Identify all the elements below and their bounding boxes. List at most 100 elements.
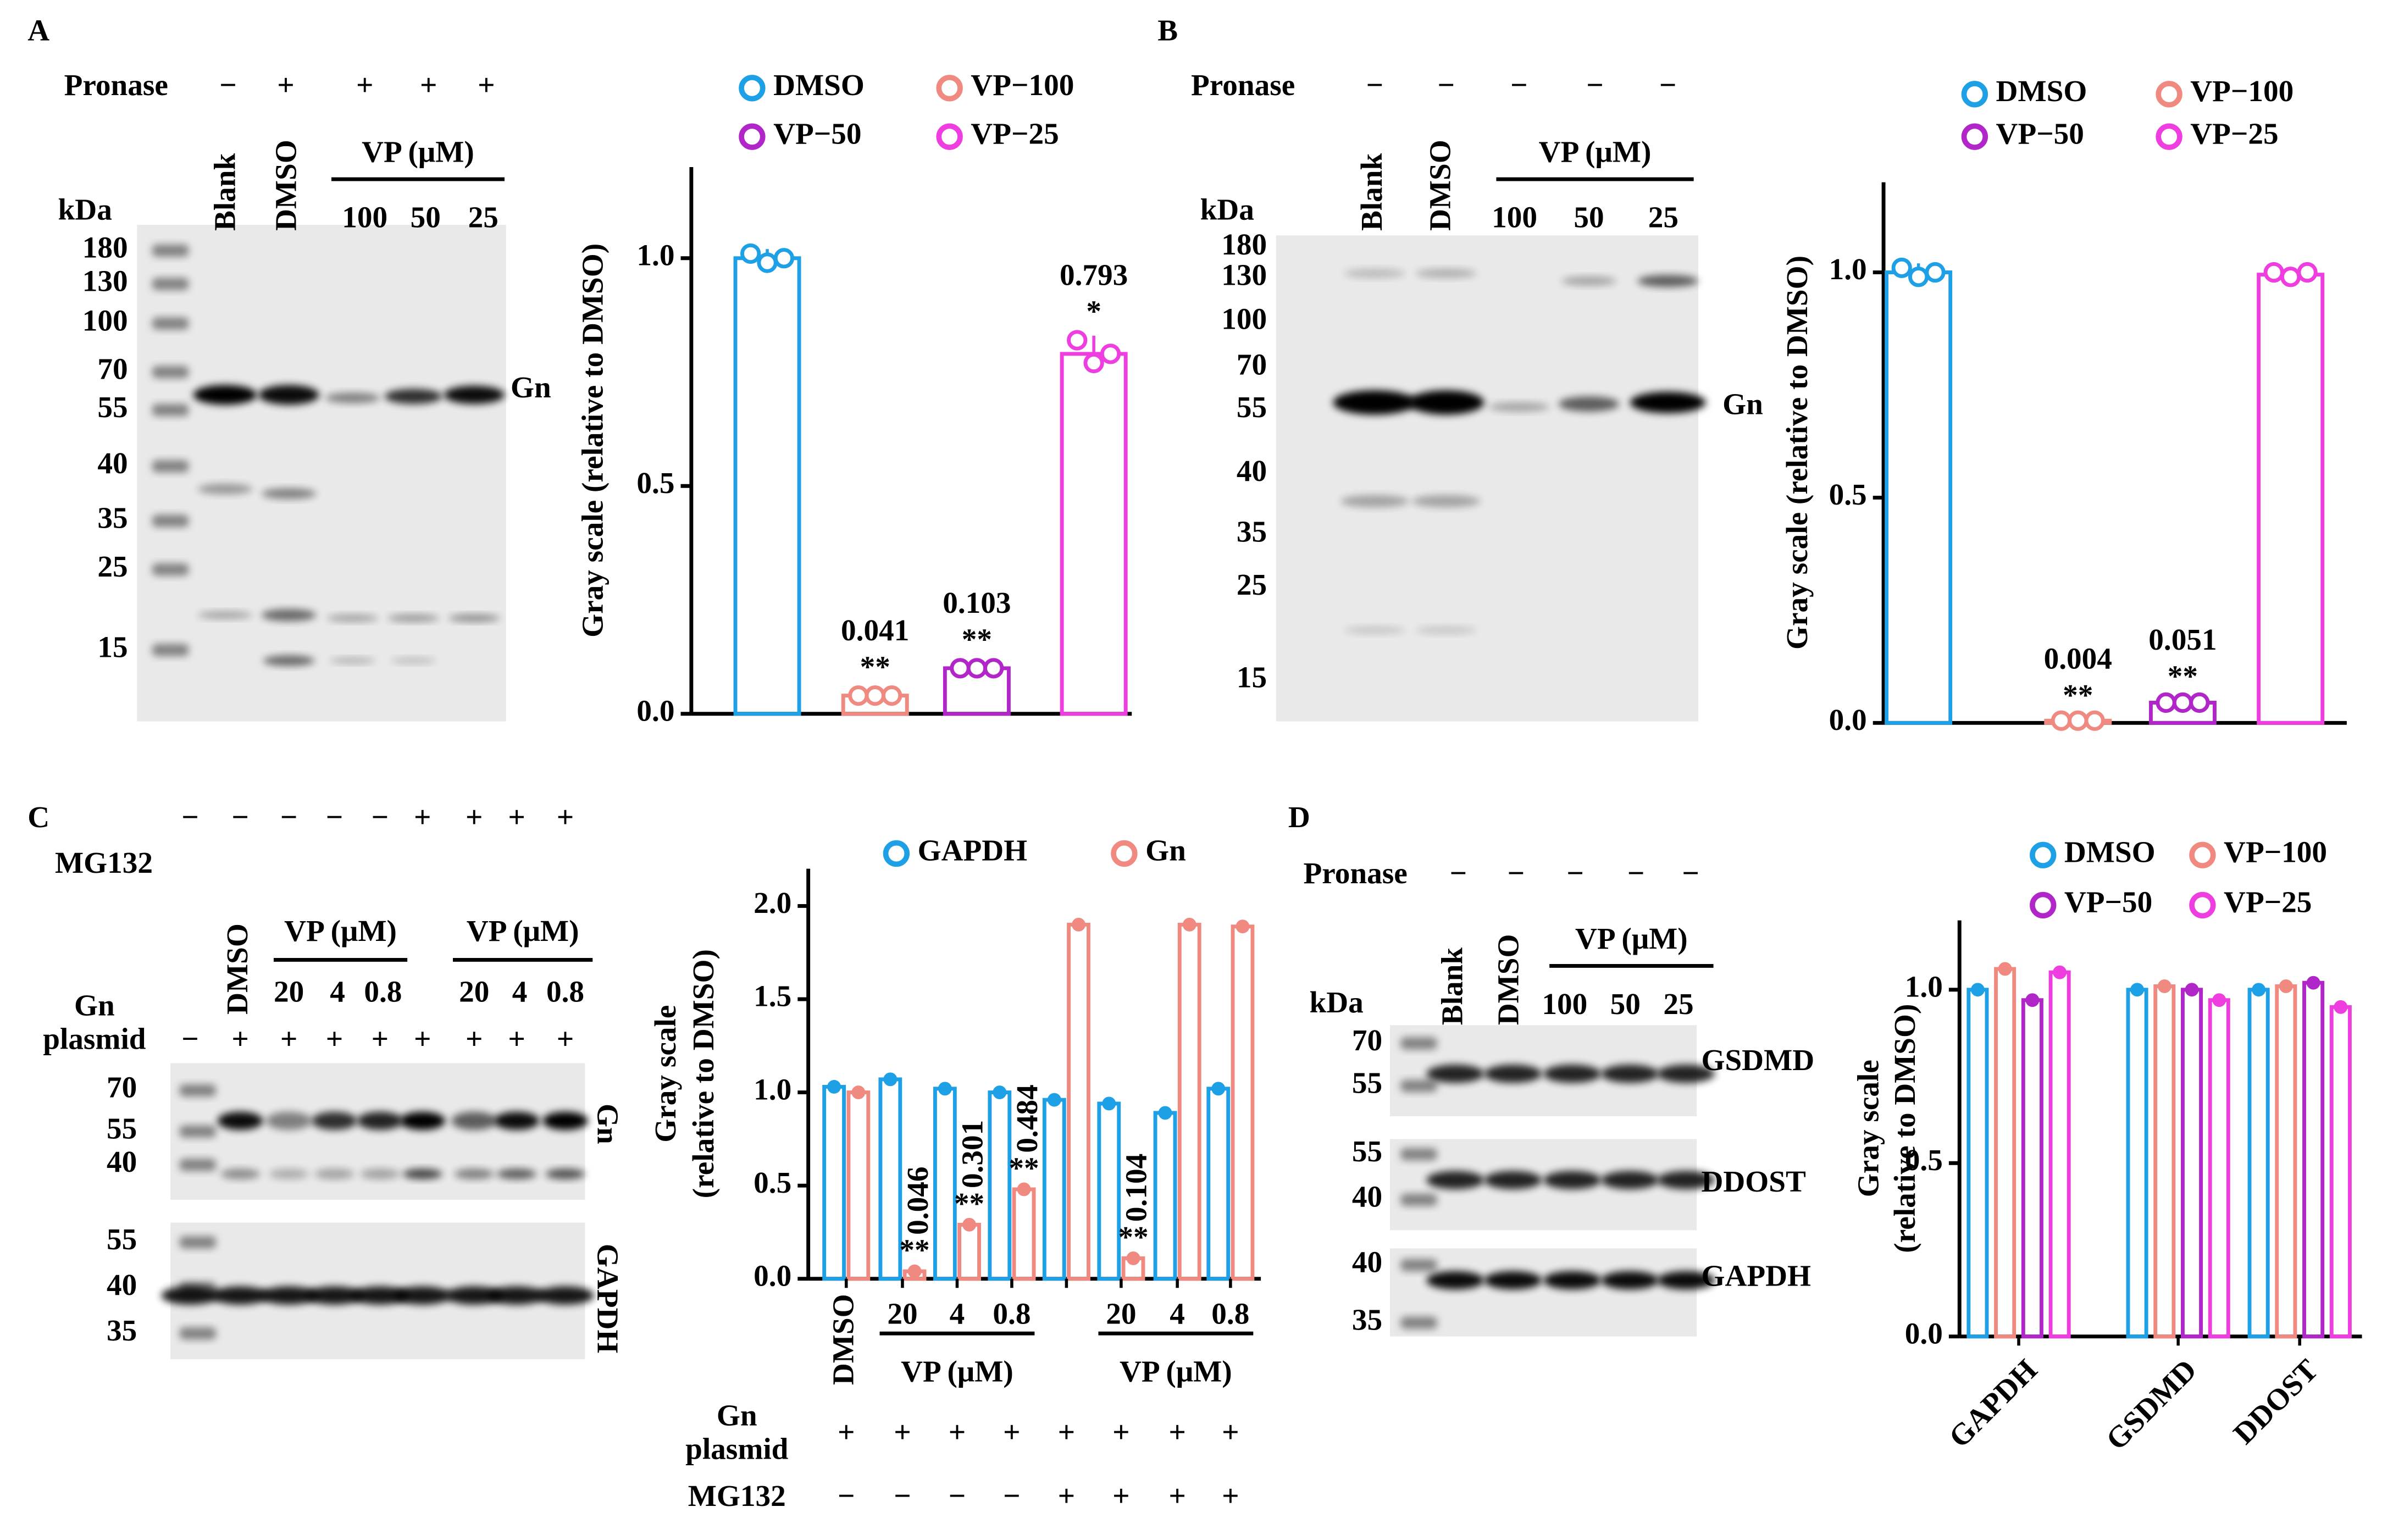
protein-band — [1657, 1171, 1715, 1189]
legend-label: VP−100 — [2224, 835, 2327, 868]
protein-band — [445, 1286, 503, 1305]
pronase-label: Pronase — [1191, 68, 1295, 102]
protein-band — [263, 655, 315, 666]
row-sign: + — [949, 1415, 966, 1449]
y-tick-label: 2.0 — [754, 886, 791, 919]
lane-label: DMSO — [269, 140, 302, 231]
pronase-sign: − — [1366, 68, 1383, 102]
bar — [2048, 970, 2071, 1339]
protein-band — [260, 1286, 318, 1305]
protein-band — [1344, 626, 1405, 634]
protein-band — [312, 1111, 357, 1130]
dose-label: 50 — [1574, 200, 1604, 234]
row-label: plasmid — [685, 1432, 789, 1465]
bar — [2302, 980, 2325, 1339]
protein-band — [197, 611, 253, 619]
y-tick-label: 0.0 — [1905, 1316, 1943, 1350]
y-axis-label: Gray scale — [1852, 1060, 1885, 1197]
plasmid-sign: + — [557, 1022, 574, 1055]
legend-marker — [739, 75, 766, 102]
ladder-band — [152, 317, 189, 330]
protein-band — [1426, 1271, 1484, 1290]
lane-label: Blank — [1355, 153, 1388, 231]
protein-band — [1412, 495, 1481, 507]
bar — [1060, 352, 1128, 716]
significance-stars: ** — [954, 1187, 984, 1220]
protein-band — [217, 1111, 263, 1130]
protein-band — [1558, 396, 1620, 412]
marker-label: 55 — [97, 390, 128, 424]
protein-band — [261, 609, 317, 622]
pronase-sign: − — [219, 68, 236, 102]
protein-band — [258, 385, 319, 405]
data-point — [938, 1082, 952, 1096]
pronase-sign: − — [1627, 856, 1644, 890]
plasmid-sign: − — [181, 1022, 198, 1055]
row-sign: − — [949, 1479, 966, 1513]
y-axis-label: (relative to DMSO) — [1888, 1004, 1921, 1253]
panel-label: B — [1157, 13, 1178, 47]
legend-marker — [936, 123, 963, 150]
bar — [846, 1090, 871, 1281]
unit-label: kDa — [1310, 985, 1364, 1019]
legend-label: DMSO — [773, 68, 865, 102]
bar — [2329, 1005, 2352, 1339]
dose-label: 100 — [1492, 200, 1537, 234]
data-point — [2280, 267, 2301, 287]
bar — [1153, 1111, 1177, 1281]
legend-marker — [1961, 81, 1988, 108]
legend-marker — [2030, 891, 2057, 919]
row-sign: + — [1222, 1415, 1239, 1449]
plasmid-label: plasmid — [43, 1022, 146, 1055]
y-tick-label: 0.5 — [754, 1166, 791, 1199]
significance-stars: * — [1086, 295, 1101, 328]
data-point — [2053, 965, 2067, 979]
row-sign: + — [1058, 1479, 1075, 1513]
marker-label: 100 — [1221, 302, 1267, 336]
row-sign: + — [894, 1415, 911, 1449]
pronase-sign: − — [1566, 856, 1583, 890]
pronase-sign: − — [1508, 856, 1525, 890]
bar — [1097, 1101, 1121, 1281]
marker-label: 130 — [1221, 258, 1267, 291]
lane-label: DMSO — [220, 923, 254, 1015]
protein-band — [402, 1168, 442, 1179]
data-point — [2068, 710, 2089, 731]
protein-band — [1630, 391, 1706, 413]
protein-band — [488, 1286, 546, 1305]
dose-label: 20 — [274, 975, 304, 1009]
protein-band — [1543, 1065, 1602, 1083]
legend-marker — [739, 123, 766, 150]
data-point — [2212, 993, 2226, 1007]
bar — [2208, 998, 2230, 1339]
protein-band — [1426, 1171, 1484, 1189]
protein-band — [444, 385, 505, 405]
protein-band — [545, 1168, 585, 1179]
plasmid-label: Gn — [74, 989, 115, 1022]
row-sign: + — [1058, 1415, 1075, 1449]
marker-label: 130 — [82, 264, 128, 297]
marker-label: 40 — [97, 446, 128, 480]
protein-band — [451, 1111, 497, 1130]
ladder-band — [179, 1159, 216, 1171]
data-point — [966, 658, 988, 679]
pronase-sign: − — [1682, 856, 1699, 890]
marker-label: 55 — [1237, 390, 1267, 424]
data-point — [1017, 1182, 1031, 1196]
data-point — [1908, 267, 1929, 287]
protein-band — [536, 1286, 595, 1305]
data-point — [1047, 1093, 1061, 1107]
protein-band — [161, 1286, 219, 1305]
legend-label: DMSO — [2064, 835, 2156, 868]
data-point — [2279, 979, 2293, 993]
marker-label: 35 — [107, 1314, 137, 1347]
marker-label: 100 — [82, 303, 128, 337]
x-tick-label: 4 — [950, 1297, 965, 1330]
data-point — [907, 1264, 922, 1278]
group-label: VP (μM) — [1539, 135, 1652, 169]
plasmid-sign: + — [231, 1022, 248, 1055]
dose-label: 0.8 — [364, 975, 402, 1009]
data-point — [1925, 262, 1946, 283]
